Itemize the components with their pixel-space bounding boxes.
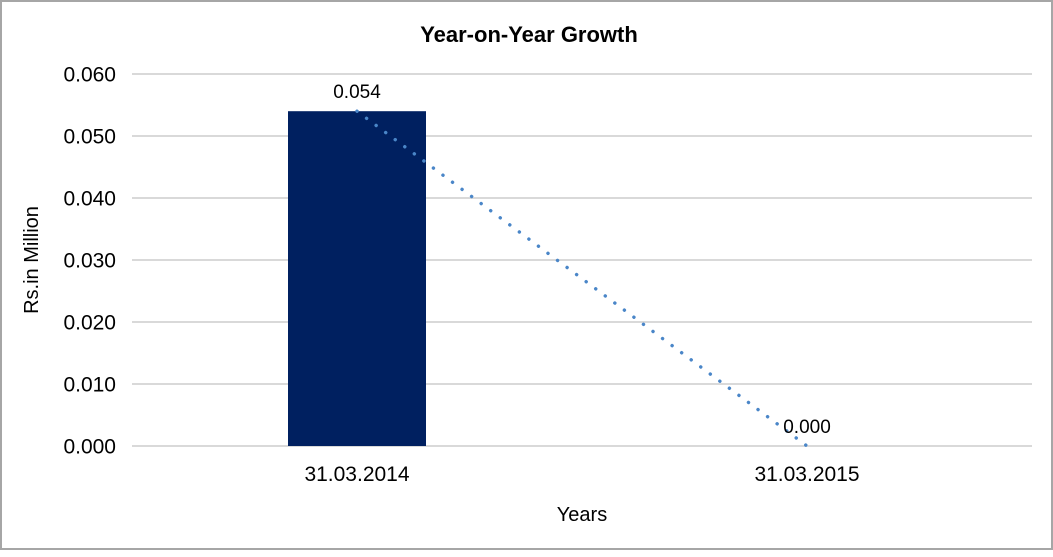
y-tick-label: 0.060 <box>63 64 116 87</box>
bar <box>288 111 426 446</box>
x-tick-label: 31.03.2014 <box>304 463 409 486</box>
bars <box>288 111 426 446</box>
y-tick-label: 0.030 <box>63 250 116 273</box>
y-tick-label: 0.040 <box>63 188 116 211</box>
y-tick-labels: 0.000 0.010 0.020 0.030 0.040 0.050 0.060 <box>63 64 116 459</box>
gridlines <box>132 73 1032 447</box>
y-tick-label: 0.010 <box>63 374 116 397</box>
x-tick-label: 31.03.2015 <box>754 463 859 486</box>
chart-title: Year-on-Year Growth <box>420 22 638 47</box>
data-label: 0.054 <box>333 82 381 103</box>
y-tick-label: 0.000 <box>63 436 116 459</box>
x-tick-labels: 31.03.2014 31.03.2015 <box>304 463 859 486</box>
y-axis-title: Rs.in Million <box>21 206 43 314</box>
x-axis-title: Years <box>557 504 607 526</box>
data-label: 0.000 <box>783 417 831 438</box>
data-labels: 0.054 0.000 <box>333 82 831 438</box>
y-tick-label: 0.050 <box>63 126 116 149</box>
y-tick-label: 0.020 <box>63 312 116 335</box>
